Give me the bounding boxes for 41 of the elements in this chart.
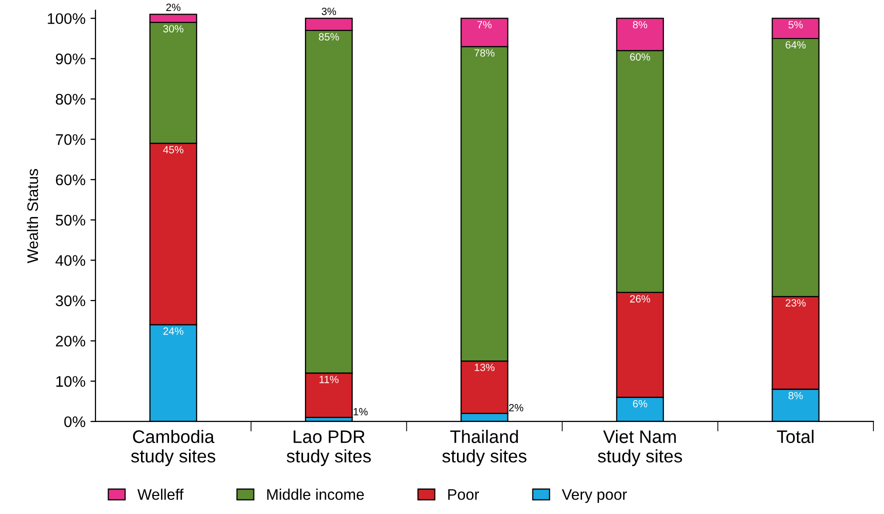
x-tick-label: Viet Nam study sites [598,430,682,466]
y-tick-label: 20% [56,336,86,347]
y-tick-label: 10% [56,376,86,387]
y-tick-label: 0% [64,416,86,428]
data-label: 8% [788,392,803,400]
x-tick-label: Cambodia study sites [131,430,216,466]
y-tick-label: 80% [56,94,86,105]
data-label: 45% [163,146,184,154]
legend-label: Poor [448,489,480,500]
data-label: 60% [630,53,650,61]
data-label: 23% [786,299,806,307]
data-label: 2% [166,4,180,11]
data-label: 78% [474,49,494,57]
legend-label: Very poor [562,489,627,503]
data-label: 8% [632,21,648,28]
data-label: 64% [786,41,806,49]
data-label: 2% [509,404,524,412]
data-label: 11% [320,376,339,384]
data-label: 26% [630,295,650,303]
y-tick-label: 50% [56,214,86,226]
y-tick-label: 30% [56,295,86,306]
data-label: 7% [477,21,492,28]
data-label: 30% [163,25,184,32]
data-label: 85% [318,33,339,41]
legend-label: Middle income [267,488,364,500]
y-axis-title: Wealth Status [26,169,38,264]
data-label: 5% [788,21,803,28]
y-tick-label: 70% [56,134,86,145]
y-tick-label: 60% [56,174,86,186]
y-tick-label: 100% [48,13,86,24]
data-label: 6% [633,400,648,408]
y-tick-label: 90% [56,54,86,64]
data-label: 24% [163,327,184,335]
x-tick-label: Thailand study sites [442,430,526,466]
data-label: 3% [322,8,336,16]
data-label: 13% [474,364,494,372]
x-tick-label: Lao PDR study sites [286,430,371,466]
data-label: 1% [354,408,368,416]
legend-label: Welleff [137,488,184,500]
x-tick-label: Total [776,430,814,444]
y-tick-label: 40% [56,255,86,266]
